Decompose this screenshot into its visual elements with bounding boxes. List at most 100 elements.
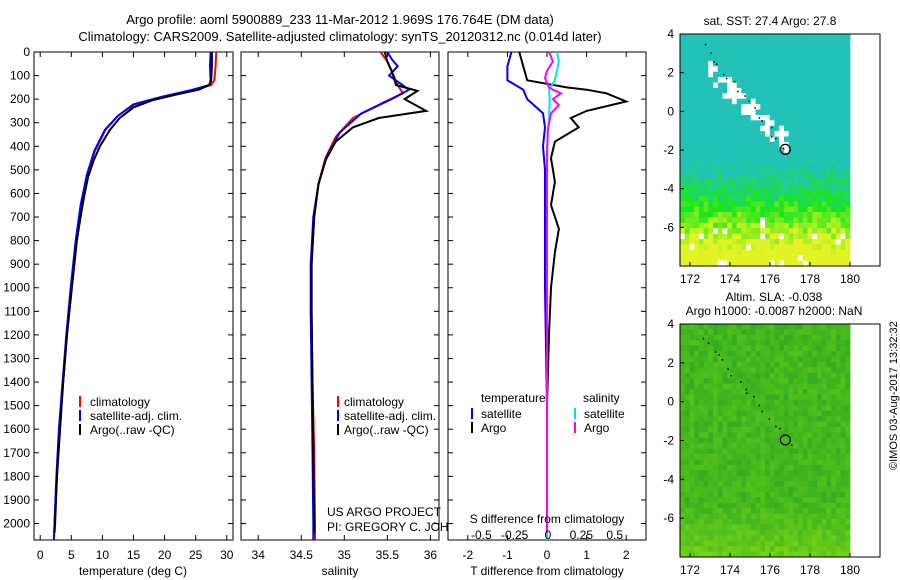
sla-map-cell: [840, 443, 846, 450]
sla-map-cell: [765, 546, 771, 552]
sst-map-cell: [741, 125, 747, 132]
sst-map-cell: [717, 185, 723, 191]
sst-map-cell: [774, 104, 780, 110]
sst-map-cell: [802, 131, 808, 137]
sst-map-cell: [703, 222, 709, 229]
sst-map-cell: [779, 120, 785, 127]
sst-map-cell: [736, 195, 742, 202]
sst-map-cell: [741, 82, 747, 89]
sst-map-cell: [703, 39, 709, 46]
sla-map-cell: [798, 361, 804, 368]
sla-map-cell: [769, 508, 775, 515]
sst-map-cell: [783, 109, 790, 116]
sla-map-cell: [769, 475, 775, 482]
sla-map-cell: [831, 345, 837, 352]
sla-map-cell: [713, 470, 719, 477]
sla-map-cell: [835, 529, 841, 536]
sla-map-cell: [731, 432, 738, 439]
sla-map-cell: [788, 464, 794, 471]
sst-map-cell: [736, 239, 742, 245]
sla-map-cell: [689, 491, 695, 498]
sla-map-cell: [798, 410, 804, 417]
sla-map-cell: [765, 367, 771, 374]
sst-map-cell: [736, 77, 742, 83]
sst-map-cell: [765, 228, 771, 235]
sla-map-cell: [736, 405, 742, 412]
sst-map-cell: [708, 212, 714, 218]
sst-map-cell: [845, 249, 851, 256]
sst-map-cell: [783, 50, 790, 56]
sla-map-cell: [812, 519, 818, 525]
sla-map-cell: [741, 508, 747, 515]
sst-map-cell: [731, 201, 738, 208]
sst-map-cell: [717, 206, 723, 213]
sst-map-cell: [755, 179, 761, 186]
sla-map-cell: [802, 502, 808, 509]
sst-map-cell: [788, 201, 794, 208]
sst-map-cell: [765, 222, 771, 229]
sla-map-cell: [741, 540, 747, 547]
sla-map-cell: [760, 426, 766, 433]
sst-map-cell: [831, 50, 837, 56]
sla-map-cell: [736, 367, 742, 374]
sst-map-cell: [826, 77, 832, 83]
sla-map-cell: [746, 367, 752, 374]
sst-map-cell: [694, 141, 700, 148]
sst-map-cell: [689, 109, 695, 116]
sla-map-cell: [746, 416, 752, 422]
sla-map-cell: [835, 383, 841, 390]
sst-map-cell: [746, 141, 752, 148]
sst-map-cell: [708, 77, 714, 83]
sla-map-cell: [793, 486, 799, 493]
sla-map-cell: [713, 399, 719, 406]
sst-map-cell: [755, 136, 761, 143]
sla-map-cell: [788, 410, 794, 417]
sst-map-cell: [835, 152, 841, 159]
sst-map-cell: [793, 222, 799, 229]
sla-map-cell: [769, 464, 775, 471]
sla-map-cell: [807, 459, 813, 466]
sst-map-xtick-label: 180: [840, 272, 860, 286]
sst-map-cell: [689, 60, 695, 67]
sla-map-cell: [755, 535, 761, 542]
sst-map-cell: [783, 114, 790, 121]
sla-map-cell: [765, 410, 771, 417]
sla-map-cell: [680, 421, 686, 428]
sla-map-cell: [741, 329, 747, 336]
sla-map-cell: [812, 329, 818, 336]
sst-map-cell: [698, 168, 705, 175]
sst-map-cell: [765, 44, 771, 51]
sla-map-cell: [793, 502, 799, 509]
sla-map-cell: [694, 345, 700, 352]
sst-map-cell: [845, 93, 851, 100]
sst-map-cell: [736, 147, 742, 154]
sst-map-cell: [821, 179, 827, 186]
sla-map-cell: [793, 432, 799, 439]
sla-map-cell: [736, 399, 742, 406]
sst-map-cell: [769, 114, 775, 121]
sla-map-cell: [746, 464, 752, 471]
sla-map-cell: [717, 448, 723, 455]
sst-map-cell: [722, 44, 728, 51]
sst-map-cell: [731, 147, 738, 154]
sla-map-cell: [826, 416, 832, 422]
sst-map-cell: [845, 163, 851, 170]
sst-map-cell: [793, 233, 799, 240]
sla-map-cell: [783, 524, 790, 531]
sla-map-cell: [713, 432, 719, 439]
sst-map-cell: [812, 34, 818, 40]
sst-map-cell: [746, 50, 752, 56]
sst-map-cell: [840, 55, 846, 62]
sst-map-cell: [741, 168, 747, 175]
sla-map-cell: [798, 432, 804, 439]
sla-map-cell: [741, 432, 747, 439]
sla-map-cell: [736, 459, 742, 466]
sst-map-cell: [708, 228, 714, 235]
sst-map-cell: [755, 233, 761, 240]
sla-map-cell: [831, 351, 837, 357]
sst-map-cell: [698, 39, 705, 46]
sla-map-cell: [708, 421, 714, 428]
sst-map-cell: [793, 98, 799, 105]
sla-map-cell: [755, 405, 761, 412]
sla-map-cell: [689, 421, 695, 428]
